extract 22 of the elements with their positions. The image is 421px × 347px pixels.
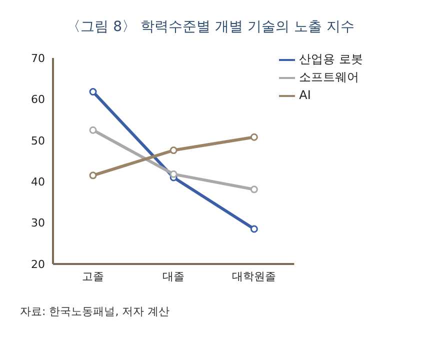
point — [250, 225, 258, 233]
y-tick-label: 40 — [31, 176, 45, 189]
y-tick-label: 50 — [31, 134, 45, 148]
x-tick-label: 대졸 — [162, 270, 185, 283]
point — [170, 170, 178, 178]
point — [250, 133, 258, 141]
text: 자료: 한국노동패널, 저자 계산 — [19, 304, 171, 319]
point — [89, 88, 97, 96]
y-tick-label: 30 — [31, 216, 45, 230]
point — [170, 146, 178, 154]
legend-label: 산업용 로봇 — [299, 52, 363, 66]
point — [250, 186, 258, 194]
x-tick-label: 대학원졸 — [232, 270, 276, 283]
point — [89, 126, 97, 134]
x-tick-label: 고졸 — [82, 270, 104, 283]
y-tick-label: 60 — [31, 93, 45, 106]
point — [89, 172, 97, 180]
y-tick-label: 70 — [31, 52, 45, 65]
legend-label: AI — [299, 88, 311, 102]
y-tick-label: 20 — [31, 258, 45, 271]
chart-title: 〈그림 8〉 학력수준별 개별 기술의 노출 지수 — [66, 18, 356, 37]
legend-label: 소프트웨어 — [299, 70, 360, 84]
